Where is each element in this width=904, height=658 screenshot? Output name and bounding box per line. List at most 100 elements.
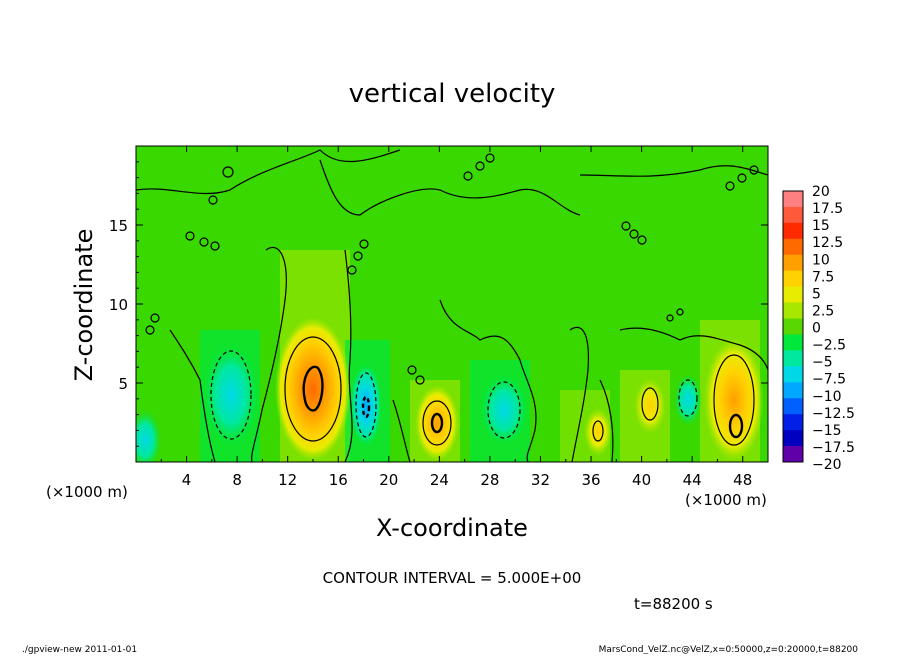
contour-minus5 — [487, 381, 521, 439]
colorbar-swatch — [783, 286, 803, 304]
contour-small — [185, 231, 195, 241]
contour-zero — [392, 399, 411, 462]
contour-small — [463, 171, 473, 181]
y-tick-label: 5 — [118, 375, 128, 393]
contour-small — [347, 265, 357, 275]
colorbar-label: 15 — [812, 218, 830, 234]
contour-minus5 — [355, 372, 377, 438]
contour-plus5 — [713, 354, 755, 446]
contour-small — [676, 308, 684, 316]
footer-right: MarsCond_VelZ.nc@VelZ,x=0:50000,z=0:2000… — [599, 645, 859, 654]
x-tick-label: 12 — [278, 471, 297, 489]
contour-zero — [136, 149, 768, 216]
colorbar-swatch — [783, 398, 803, 415]
contour-interval: CONTOUR INTERVAL = 5.000E+00 — [323, 569, 582, 587]
colorbar-label: 0 — [812, 321, 821, 337]
colorbar-label: −10 — [812, 389, 842, 405]
time-label: t=88200 s — [634, 595, 713, 613]
x-axis-title: X-coordinate — [376, 514, 528, 542]
contour-minus5 — [210, 350, 252, 440]
y-axis-title: Z-coordinate — [70, 229, 98, 382]
downdraft-cell — [203, 343, 259, 447]
colorbar-label: 20 — [812, 184, 830, 200]
contour-small — [621, 221, 631, 231]
contour-plus5 — [422, 400, 452, 446]
plot-area — [136, 146, 768, 462]
contour-minus10 — [361, 395, 371, 419]
contour-small — [749, 165, 759, 175]
colorbar-swatch — [783, 222, 803, 240]
contour-small — [637, 235, 647, 245]
updraft-cell — [415, 385, 459, 461]
contour-plus10 — [302, 365, 324, 412]
contour-plus10 — [728, 413, 744, 439]
contour-zero — [251, 247, 287, 462]
x-tick-label: 4 — [182, 471, 192, 489]
contour-zero — [569, 326, 590, 462]
x-unit-label-left: (×1000 m) — [46, 483, 128, 501]
x-tick-label: 24 — [430, 471, 449, 489]
x-axis: 4 8 12 16 20 24 28 32 36 40 44 48 — [160, 146, 752, 489]
contour-plus5 — [284, 336, 342, 442]
colorbar-swatch — [783, 254, 803, 272]
colorbar-label: 7.5 — [812, 269, 834, 285]
y-axis: 5 10 15 — [109, 161, 768, 447]
x-tick-label: 8 — [232, 471, 242, 489]
y-tick-label: 10 — [109, 296, 128, 314]
colorbar-label: 17.5 — [812, 201, 843, 217]
contour-plus5 — [592, 420, 604, 442]
colorbar-swatch — [783, 350, 803, 367]
contour-zero — [344, 249, 353, 462]
colorbar-label: 2.5 — [812, 303, 834, 319]
colorbar-swatch — [783, 238, 803, 256]
x-unit-label-right: (×1000 m) — [685, 491, 767, 509]
updraft-cell — [634, 378, 666, 434]
contour-small — [145, 325, 155, 335]
x-tick-label: 28 — [480, 471, 499, 489]
x-tick-label: 48 — [733, 471, 752, 489]
x-tick-label: 20 — [379, 471, 398, 489]
contour-small — [208, 195, 218, 205]
colorbar-swatch — [783, 206, 803, 224]
colorbar-label: −20 — [812, 457, 842, 473]
colorbar-swatch — [783, 334, 803, 351]
colorbar-label: 10 — [812, 252, 830, 268]
colorbar-swatch — [783, 270, 803, 288]
colorbar-swatch — [783, 366, 803, 383]
colorbar-swatch — [783, 302, 803, 320]
contour-small — [725, 181, 735, 191]
colorbar-swatch — [783, 430, 803, 447]
contour-minus5 — [678, 379, 698, 417]
colorbar-label: −5 — [812, 355, 833, 371]
footer-left: ./gpview-new 2011-01-01 — [22, 645, 137, 654]
contour-small — [475, 161, 485, 171]
contour-lines — [136, 149, 768, 462]
contour-small — [629, 229, 639, 239]
contour-small — [415, 375, 425, 385]
contour-small — [407, 365, 417, 375]
x-tick-label: 16 — [329, 471, 348, 489]
contour-small — [485, 153, 495, 163]
colorbar-swatch — [783, 382, 803, 399]
downdraft-cell — [480, 374, 528, 446]
colorbar-label: −12.5 — [812, 406, 855, 422]
chart-title: vertical velocity — [349, 79, 556, 109]
downdraft-cell — [136, 410, 161, 462]
contour-small — [737, 173, 747, 183]
contour-small — [210, 241, 220, 251]
contour-zero — [619, 327, 768, 371]
colorbar-frame — [782, 190, 804, 463]
contour-small — [353, 251, 363, 261]
contour-small — [150, 313, 160, 323]
contour-zero — [599, 379, 614, 462]
colorbar-label: 5 — [812, 286, 821, 302]
downdraft-cell — [674, 374, 702, 426]
updraft-cell — [584, 408, 612, 456]
colorbar-label: 12.5 — [812, 235, 843, 251]
contour-zero — [169, 329, 216, 462]
x-tick-label: 36 — [581, 471, 600, 489]
contour-small — [666, 314, 674, 322]
colorbar-label: −15 — [812, 423, 842, 439]
